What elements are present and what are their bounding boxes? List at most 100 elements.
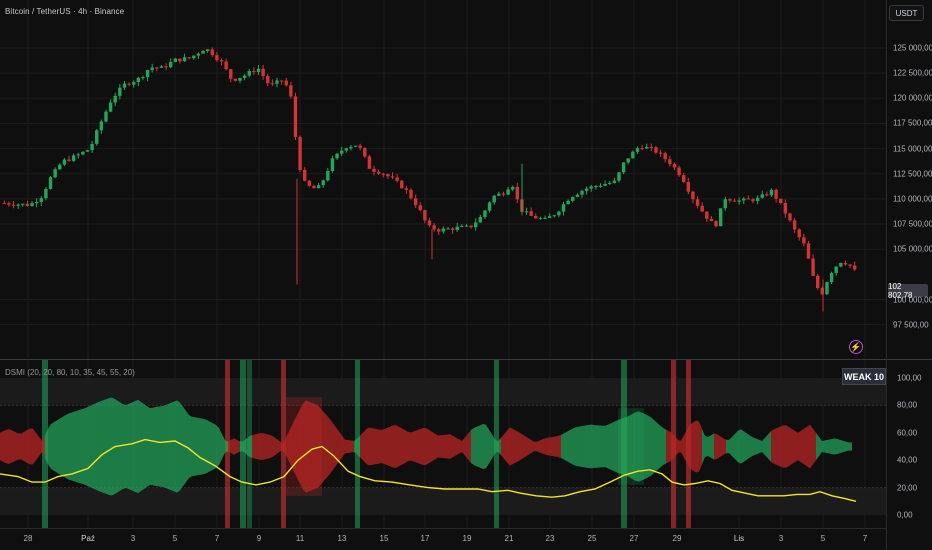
candle-body [816, 275, 820, 289]
candle-body [672, 164, 677, 168]
dsmi-band-segment [699, 421, 702, 472]
candle-body [621, 162, 626, 173]
candle-body [483, 210, 487, 218]
dsmi-band-segment [798, 430, 801, 463]
candle-body [349, 146, 353, 149]
indicator-title[interactable]: DSMI (20, 20, 80, 10, 35, 45, 55, 20) [5, 368, 135, 377]
lightning-bolt-icon[interactable]: ⚡ [849, 340, 863, 354]
dsmi-band-segment [624, 416, 627, 477]
candle-body [238, 77, 242, 81]
candle-body [575, 194, 580, 198]
candle-body [358, 145, 362, 148]
dsmi-band-segment [600, 425, 603, 468]
dsmi-band-segment [336, 427, 339, 466]
candle-body [598, 185, 603, 187]
dsmi-band-segment [567, 430, 570, 463]
price-tick-label: 115 000,00 [893, 144, 932, 154]
candle-body [11, 204, 16, 206]
indicator-tick-label: 0,00 [897, 510, 913, 520]
candle-body [441, 228, 446, 232]
dsmi-band-segment [657, 422, 660, 471]
dsmi-band-segment [741, 429, 744, 464]
candle-body [353, 145, 358, 147]
candle-body [635, 148, 640, 152]
dsmi-band-segment [681, 435, 684, 458]
time-tick-label: 5 [172, 534, 178, 543]
indicator-tick-label: 80,00 [897, 400, 918, 410]
dsmi-band-segment [237, 439, 240, 454]
dsmi-band-segment [810, 424, 813, 469]
dsmi-band-segment [591, 424, 594, 469]
candle-body [62, 159, 67, 165]
candle-body [266, 76, 270, 84]
candle-body [566, 200, 570, 205]
candle-body [446, 228, 450, 230]
dsmi-band-segment [432, 431, 435, 462]
time-tick-label: Lis [733, 534, 745, 543]
dsmi-band-segment [618, 418, 621, 475]
dsmi-band-segment [558, 434, 561, 459]
dsmi-band-segment [210, 421, 213, 472]
dsmi-band-segment [339, 431, 342, 462]
dsmi-band-segment [45, 428, 48, 465]
candle-body [39, 198, 43, 202]
dsmi-band-segment [351, 440, 354, 453]
dsmi-band-segment [573, 427, 576, 466]
dsmi-band-segment [57, 418, 60, 475]
candle-body [270, 83, 275, 85]
dsmi-band-segment [780, 425, 783, 468]
dsmi-line [0, 438, 857, 502]
dsmi-band-segment [12, 430, 15, 463]
indicator-background [0, 378, 886, 515]
dsmi-band-segment [507, 427, 510, 466]
dsmi-band-segment [690, 422, 693, 471]
dsmi-band-segment [576, 426, 579, 467]
time-tick-label: 29 [672, 534, 682, 543]
dsmi-band-segment [186, 410, 189, 483]
candle-body [594, 186, 598, 188]
candle-body [510, 186, 515, 190]
candle-body [640, 148, 644, 150]
dsmi-band-segment [378, 429, 381, 464]
candle-body [492, 195, 496, 203]
dsmi-band-segment [789, 427, 792, 466]
dsmi-band-segment [42, 434, 45, 459]
dsmi-band-segment [327, 415, 330, 478]
dsmi-band-segment [570, 428, 573, 465]
dsmi-band-segment [246, 436, 249, 457]
candle-body [543, 217, 547, 219]
candle-body [44, 188, 48, 199]
candle-body [205, 49, 210, 51]
time-tick-label: Paź [81, 534, 95, 543]
dsmi-band-segment [402, 428, 405, 465]
dsmi-band-segment [288, 427, 291, 466]
dsmi-band-segment [96, 401, 99, 492]
candle-body [30, 203, 34, 206]
candle-body [455, 226, 459, 231]
dsmi-band-segment [426, 427, 429, 466]
candle-body [113, 95, 117, 103]
dsmi-band-segment [639, 411, 642, 482]
candle-body [85, 150, 90, 152]
candle-body [104, 111, 108, 122]
dsmi-band-segment [69, 412, 72, 481]
candle-body [58, 164, 62, 170]
dsmi-band-segment [297, 409, 300, 484]
candle-body [820, 288, 825, 295]
dsmi-band-segment [711, 433, 714, 460]
dsmi-band-segment [249, 435, 252, 458]
price-tick-label: 110 000,00 [893, 194, 932, 204]
candle-body [829, 272, 834, 283]
status-badge: WEAK 10 [842, 368, 886, 385]
symbol-title[interactable]: Bitcoin / TetherUS · 4h · Binance [5, 7, 125, 16]
dsmi-band-segment [111, 397, 114, 496]
candle-body [150, 67, 154, 71]
currency-button[interactable]: USDT [889, 5, 924, 21]
candle-body [608, 182, 612, 184]
price-tick-label: 100 000,00 [893, 295, 932, 304]
dsmi-band-segment [18, 433, 21, 460]
dsmi-band-segment [60, 416, 63, 477]
dsmi-band-segment [9, 429, 12, 464]
candle-body [746, 198, 751, 200]
